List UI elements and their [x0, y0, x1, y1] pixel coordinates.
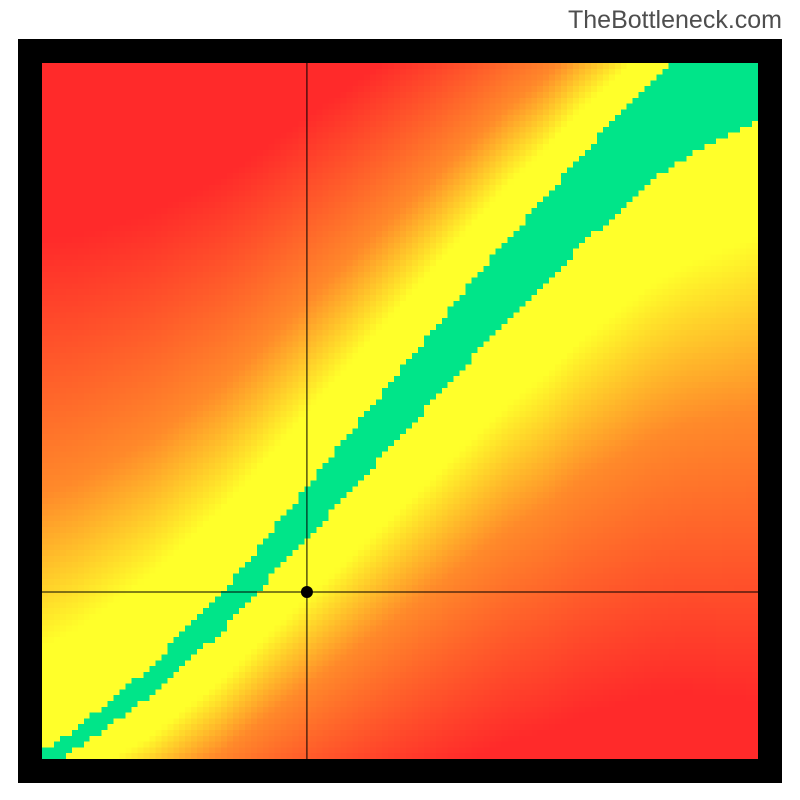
bottleneck-heatmap [42, 63, 758, 759]
watermark-text: TheBottleneck.com [568, 6, 782, 35]
